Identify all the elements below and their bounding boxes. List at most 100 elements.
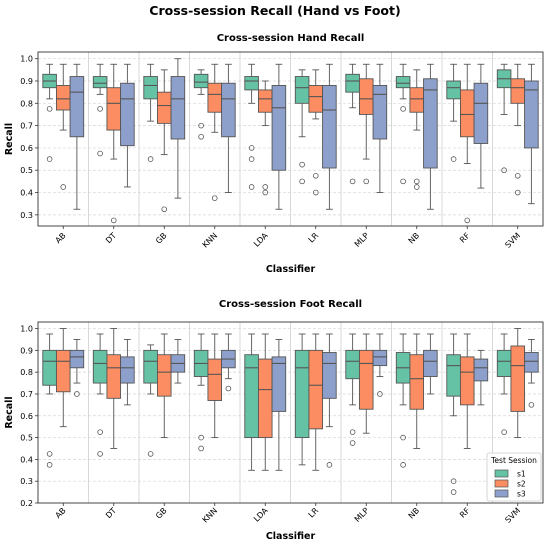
box-SVM-s3 (524, 338, 539, 408)
outlier-point (97, 429, 103, 435)
iqr-box (92, 349, 108, 384)
outlier-point (528, 402, 535, 408)
x-tick-label: GB (154, 506, 169, 521)
x-tick-label: SVM (503, 506, 522, 525)
outlier-point (312, 189, 319, 196)
iqr-box (322, 352, 337, 399)
box-MLP-s1 (345, 333, 360, 446)
iqr-box (409, 87, 425, 113)
box-NB-s1 (395, 333, 411, 468)
iqr-box (156, 91, 172, 124)
box-AB-s1 (42, 63, 57, 162)
iqr-box (244, 354, 259, 439)
outlier-point (60, 184, 67, 190)
x-tick-label: KNN (201, 231, 220, 250)
box-NB-s2 (409, 69, 425, 190)
box-RF-s3 (473, 349, 489, 406)
legend-label-s1: s1 (517, 470, 526, 479)
outlier-point (97, 106, 103, 112)
outlier-point (312, 173, 319, 179)
panel-title: Cross-session Hand Recall (217, 33, 365, 44)
iqr-box (446, 80, 461, 100)
outlier-point (501, 429, 507, 435)
box-DT-s3 (120, 63, 135, 188)
outlier-point (46, 106, 53, 112)
outlier-point (501, 167, 507, 174)
outlier-point (413, 184, 420, 190)
iqr-box (524, 80, 539, 149)
box-AB-s3 (69, 338, 85, 397)
box-KNN-s2 (207, 63, 223, 201)
outlier-point (225, 385, 232, 392)
iqr-box (120, 356, 135, 384)
box-GB-s3 (170, 58, 186, 199)
plot-frame (37, 321, 544, 504)
outlier-point (248, 145, 255, 151)
iqr-box (358, 349, 374, 410)
y-tick-label: 0.8 (20, 368, 33, 377)
y-tick-label: 1.0 (20, 55, 33, 64)
iqr-box (358, 78, 374, 115)
box-GB-s2 (156, 69, 172, 213)
outlier-point (349, 429, 356, 435)
iqr-box (221, 82, 236, 138)
iqr-box (170, 76, 186, 140)
box-DT-s3 (120, 338, 135, 406)
y-tick-label: 0.4 (20, 189, 33, 198)
box-MLP-s3 (372, 333, 388, 397)
x-tick-label: RF (458, 506, 472, 520)
y-tick-label: 0.3 (20, 477, 33, 486)
box-GB-s1 (143, 344, 158, 457)
outlier-point (46, 462, 53, 468)
box-NB-s3 (423, 333, 438, 395)
x-tick-label: GB (154, 231, 169, 246)
box-SVM-s1 (496, 333, 512, 435)
box-DT-s1 (92, 63, 108, 157)
box-LDA-s1 (244, 63, 259, 190)
y-tick-label: 0.6 (20, 412, 33, 421)
box-SVM-s2 (510, 63, 526, 196)
y-tick-label: 0.9 (20, 346, 33, 355)
box-LDA-s2 (257, 333, 273, 471)
iqr-box (473, 358, 489, 382)
iqr-box (55, 349, 71, 393)
hand-recall-panel: 0.3 0.4 0.5 0.6 0.7 0.8 0.9 1.0 AB DT GB KNN LDA LR ML… (4, 33, 544, 275)
outlier-point (161, 206, 168, 213)
box-LR-s2 (308, 333, 324, 471)
box-LR-s1 (294, 333, 310, 466)
x-axis-label: Classifier (266, 264, 316, 275)
box-LR-s3 (322, 333, 337, 468)
x-tick-label: LR (307, 506, 321, 520)
outlier-point (147, 156, 154, 162)
iqr-box (143, 76, 158, 100)
outlier-point (450, 478, 457, 484)
iqr-box (244, 76, 259, 91)
box-GB-s1 (143, 63, 158, 162)
x-tick-label: DT (104, 231, 118, 245)
iqr-box (345, 349, 360, 380)
iqr-box (271, 85, 287, 171)
iqr-box (510, 345, 526, 412)
outlier-point (400, 434, 406, 441)
iqr-box (55, 85, 71, 111)
outlier-point (363, 178, 370, 185)
outlier-point (262, 189, 269, 196)
legend-label-s2: s2 (517, 480, 526, 489)
box-GB-s2 (156, 333, 172, 439)
outlier-point (450, 489, 457, 495)
outlier-point (464, 217, 471, 224)
x-tick-label: SVM (503, 231, 522, 250)
iqr-box (496, 349, 512, 377)
box-GB-s3 (170, 338, 186, 384)
iqr-box (106, 354, 122, 399)
x-tick-label: NB (407, 231, 421, 245)
iqr-box (207, 82, 223, 113)
box-MLP-s1 (345, 63, 360, 185)
y-tick-label: 0.5 (20, 434, 33, 443)
iqr-box (193, 73, 209, 89)
outlier-point (74, 391, 80, 397)
y-tick-label: 0.3 (20, 211, 33, 220)
y-axis-label: Recall (4, 123, 15, 155)
box-AB-s1 (42, 333, 57, 468)
